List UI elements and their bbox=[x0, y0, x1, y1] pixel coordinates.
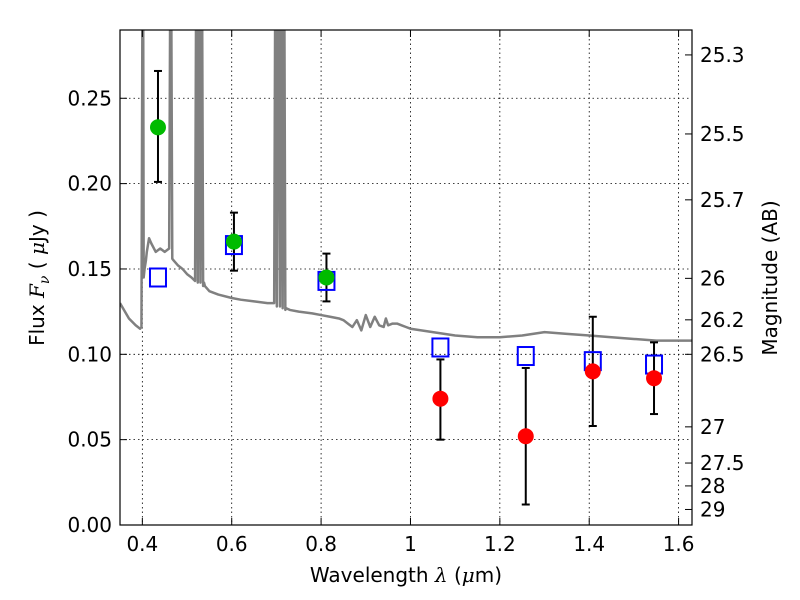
y-axis-label-units-close: Jy ) bbox=[25, 210, 49, 244]
green-data-point bbox=[225, 233, 242, 250]
right-tick-label: 29 bbox=[700, 497, 725, 521]
red-data-point bbox=[517, 428, 534, 445]
x-axis-label-mu: μ bbox=[462, 563, 475, 587]
plot-frame bbox=[119, 29, 693, 526]
grid-lines bbox=[120, 30, 692, 525]
y-tick-label: 0.05 bbox=[67, 428, 112, 452]
plot-background bbox=[120, 30, 692, 525]
y-tick-label: 0.00 bbox=[67, 513, 112, 537]
x-axis-label-text: Wavelength bbox=[310, 563, 435, 587]
y-axis-label-nu: ν bbox=[37, 275, 53, 284]
plot-border bbox=[119, 29, 693, 526]
right-tick-label: 25.5 bbox=[700, 122, 745, 146]
y-axis-ticks: 0.00 0.05 0.10 0.15 0.20 0.25 bbox=[67, 86, 127, 537]
x-axis-label-lambda: λ bbox=[434, 563, 448, 587]
x-tick-label: 1 bbox=[404, 532, 417, 556]
right-axis-label: Magnitude (AB) bbox=[758, 200, 782, 355]
x-tick-label: 0.6 bbox=[216, 532, 248, 556]
model-square-marker bbox=[148, 267, 167, 288]
right-tick-label: 27 bbox=[700, 415, 725, 439]
model-square-marker bbox=[431, 337, 450, 358]
right-tick-label: 26.2 bbox=[700, 308, 745, 332]
x-axis-label-units-close: m) bbox=[475, 563, 502, 587]
green-data-point bbox=[318, 269, 335, 286]
sed-model-line bbox=[120, 30, 692, 342]
right-tick-label: 27.5 bbox=[700, 451, 745, 475]
x-tick-label: 1.4 bbox=[573, 532, 605, 556]
right-tick-label: 28 bbox=[700, 474, 725, 498]
right-tick-label: 26 bbox=[700, 266, 725, 290]
y-tick-label: 0.15 bbox=[67, 257, 112, 281]
green-data-point bbox=[149, 119, 166, 136]
y-axis-label-text: Flux bbox=[25, 298, 49, 346]
plot-area bbox=[120, 30, 692, 506]
right-tick-label: 25.3 bbox=[700, 43, 745, 67]
y-axis-label: Flux Fν ( μJy ) bbox=[25, 210, 53, 346]
x-tick-label: 0.8 bbox=[305, 532, 337, 556]
y-tick-label: 0.25 bbox=[67, 86, 112, 110]
model-square-marker bbox=[516, 346, 535, 367]
x-tick-label: 1.2 bbox=[484, 532, 516, 556]
right-tick-label: 26.5 bbox=[700, 342, 745, 366]
x-axis-label-units-open: ( bbox=[448, 563, 462, 587]
red-data-point bbox=[646, 370, 663, 387]
y-axis-label-f: F bbox=[25, 283, 49, 299]
red-data-point bbox=[432, 390, 449, 407]
x-axis-label: Wavelength λ (μm) bbox=[310, 563, 502, 587]
y-tick-label: 0.20 bbox=[67, 172, 112, 196]
x-tick-label: 0.4 bbox=[126, 532, 158, 556]
red-data-point bbox=[584, 363, 601, 380]
y-axis-label-mu: μ bbox=[25, 242, 49, 255]
x-axis-ticks: 0.4 0.6 0.8 1 1.2 1.4 1.6 bbox=[126, 30, 695, 556]
y-axis-label-units-open: ( bbox=[25, 255, 49, 276]
x-tick-label: 1.6 bbox=[663, 532, 695, 556]
right-tick-label: 25.7 bbox=[700, 188, 745, 212]
y-tick-label: 0.10 bbox=[67, 342, 112, 366]
